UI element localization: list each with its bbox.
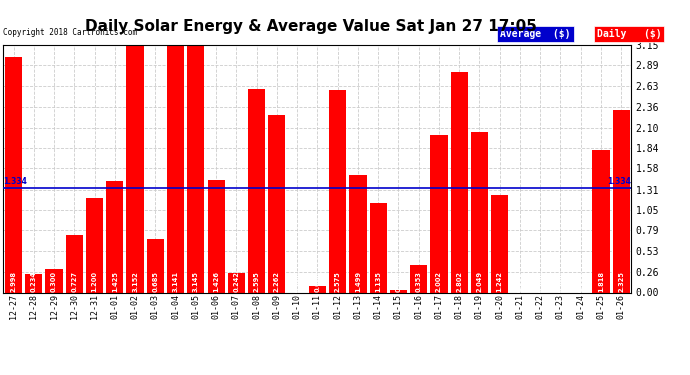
Bar — [268, 115, 286, 292]
Text: 1.499: 1.499 — [355, 271, 361, 292]
Bar — [329, 90, 346, 292]
Bar — [46, 269, 63, 292]
Text: 0.727: 0.727 — [71, 271, 77, 292]
Bar — [592, 150, 609, 292]
Text: 1.334: 1.334 — [607, 177, 631, 186]
Bar — [208, 180, 225, 292]
Text: 2.262: 2.262 — [274, 271, 280, 292]
Text: 1.135: 1.135 — [375, 271, 381, 292]
Text: 0.234: 0.234 — [31, 271, 37, 292]
Text: 0.088: 0.088 — [315, 271, 320, 292]
Text: Average  ($): Average ($) — [500, 29, 571, 39]
Text: 0.030: 0.030 — [395, 271, 402, 292]
Text: 0.353: 0.353 — [415, 271, 422, 292]
Bar — [228, 273, 245, 292]
Bar — [167, 46, 184, 292]
Text: 3.152: 3.152 — [132, 271, 138, 292]
Text: 3.145: 3.145 — [193, 271, 199, 292]
Bar — [187, 45, 204, 292]
Text: 3.141: 3.141 — [172, 271, 179, 292]
Bar — [5, 57, 22, 292]
Text: 0.300: 0.300 — [51, 271, 57, 292]
Text: 2.049: 2.049 — [476, 271, 482, 292]
Text: 1.426: 1.426 — [213, 271, 219, 292]
Text: 1.818: 1.818 — [598, 271, 604, 292]
Text: 2.575: 2.575 — [335, 271, 341, 292]
Text: 0.000: 0.000 — [294, 271, 300, 292]
Text: 0.000: 0.000 — [578, 271, 584, 292]
Bar — [309, 286, 326, 292]
Bar — [410, 265, 427, 292]
Text: 1.200: 1.200 — [92, 271, 97, 292]
Bar — [147, 238, 164, 292]
Bar — [451, 72, 468, 292]
Text: 0.685: 0.685 — [152, 271, 159, 292]
Bar — [248, 88, 265, 292]
Bar — [86, 198, 104, 292]
Bar — [106, 180, 124, 292]
Text: Daily   ($): Daily ($) — [597, 29, 662, 39]
Text: 1.334: 1.334 — [3, 177, 28, 186]
Bar — [26, 274, 43, 292]
Text: 0.242: 0.242 — [233, 271, 239, 292]
Bar — [390, 290, 407, 292]
Text: 1.242: 1.242 — [497, 271, 503, 292]
Text: 2.595: 2.595 — [254, 271, 259, 292]
Text: Daily Solar Energy & Average Value Sat Jan 27 17:05: Daily Solar Energy & Average Value Sat J… — [85, 19, 536, 34]
Bar — [349, 175, 366, 292]
Text: 2.002: 2.002 — [436, 271, 442, 292]
Bar — [491, 195, 509, 292]
Bar — [370, 203, 387, 292]
Text: 1.425: 1.425 — [112, 271, 118, 292]
Text: 0.000: 0.000 — [538, 271, 543, 292]
Text: Copyright 2018 Cartronics.com: Copyright 2018 Cartronics.com — [3, 28, 137, 37]
Text: 2.802: 2.802 — [456, 271, 462, 292]
Text: 0.000: 0.000 — [517, 271, 523, 292]
Bar — [66, 236, 83, 292]
Text: 2.998: 2.998 — [10, 271, 17, 292]
Bar — [471, 132, 488, 292]
Text: 0.000: 0.000 — [558, 271, 564, 292]
Bar — [126, 45, 144, 292]
Bar — [431, 135, 448, 292]
Bar — [613, 110, 630, 292]
Text: 2.325: 2.325 — [618, 271, 624, 292]
